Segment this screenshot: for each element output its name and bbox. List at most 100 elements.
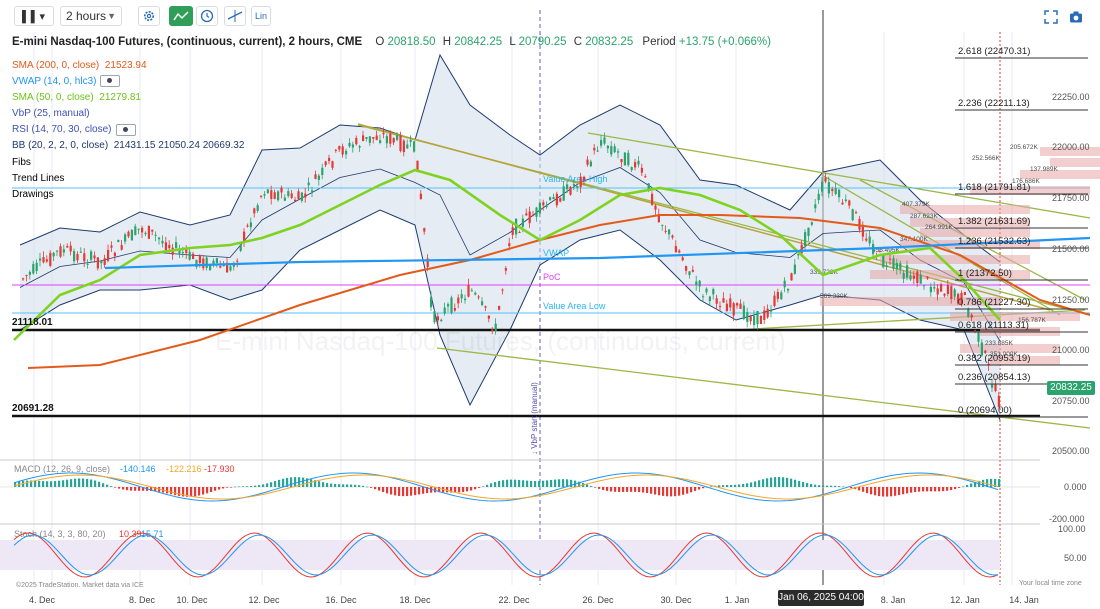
vbp-volume-label: 339.722K [810,269,838,276]
time-axis-label: 4. Dec [29,595,56,605]
fib-level-label: 2.618 (22470.31) [958,46,1030,57]
macd-histogram-bar [562,479,565,487]
candle-body [994,383,997,392]
vbp-bar [1040,147,1100,156]
eye-icon[interactable] [115,123,136,136]
candle-body [215,258,218,264]
price-axis-tick: 22250.00 [1052,92,1090,102]
legend-rsi[interactable]: RSI (14, 70, 30, close) [12,122,244,138]
fullscreen-icon[interactable] [1044,10,1058,24]
macd-histogram-bar [650,487,653,494]
macd-histogram-bar [126,487,129,491]
candle-body [477,296,480,298]
bb-upper [19,53,1001,263]
macd-histogram-bar [766,478,769,487]
chart-type-button[interactable]: ▌▌▾ [14,6,54,26]
macd-histogram-bar [874,487,877,496]
vbp-bar [910,218,1030,227]
candle-body [736,303,739,306]
macd-histogram-bar [322,482,325,487]
macd-histogram-bar [330,483,333,487]
macd-histogram-bar [938,487,941,492]
upper-level-label: 21118.01 [12,317,53,328]
candle-body [239,244,242,251]
legend-sma50[interactable]: SMA (50, 0, close) 21279.81 [12,92,141,104]
candle-body [362,135,365,142]
candle-body [940,284,943,292]
macd-histogram-bar [498,480,501,487]
macd-histogram-bar [538,480,541,487]
candle-body [236,260,239,262]
ohlc-low-label: L [509,36,516,48]
candle-body [569,186,572,195]
vbp-volume-label: 456.495K [872,247,900,254]
clock-button[interactable] [196,6,218,26]
camera-icon[interactable] [1069,10,1083,24]
candle-body [926,276,929,279]
interval-select[interactable]: 2 hours ▼ [60,6,122,26]
macd-histogram-bar [686,487,689,494]
macd-histogram-bar [918,487,921,492]
legend-trend-lines[interactable]: Trend Lines [12,172,65,184]
candle-body [521,218,524,227]
candle-body [579,176,582,188]
macd-histogram-bar [102,483,105,487]
candle-body [746,312,749,322]
macd-histogram-bar [462,487,465,493]
macd-histogram-bar [754,481,757,487]
legend-fibs[interactable]: Fibs [12,156,31,168]
candle-body [504,268,507,271]
legend-sma200[interactable]: SMA (200, 0, close) 21523.94 [12,60,147,71]
vbp-bar [950,312,1080,321]
candle-body [416,160,419,172]
eye-icon[interactable] [100,75,121,88]
candle-body [294,199,297,201]
line-tool-button[interactable] [169,6,193,26]
candle-body [287,191,290,197]
macd-histogram-bar [470,487,473,491]
local-time-note[interactable]: Your local time zone [1019,580,1082,587]
legend-vwap[interactable]: VWAP (14, 0, hlc3) [12,74,244,90]
macd-histogram-bar [78,478,81,487]
macd-histogram-bar [154,487,157,492]
macd-histogram-bar [546,480,549,487]
candle-body [430,296,433,308]
candle-body [627,152,630,166]
period-label: Period [642,36,676,48]
symbol-title: E-mini Nasdaq-100 Futures, (continuous, … [12,36,363,48]
candle-body [399,135,402,151]
candle-body [253,208,256,214]
candle-body [562,186,565,201]
candle-body [929,286,932,293]
candle-body [987,363,990,366]
candle-body [885,265,888,268]
candle-body [385,136,388,144]
candle-body [892,258,895,269]
candle-body [814,204,817,209]
settings-button[interactable] [138,6,160,26]
candle-body [328,157,331,162]
candle-body [164,242,167,251]
candle-body [593,147,596,151]
legend-vbp[interactable]: VbP (25, manual) [12,108,90,120]
macd-histogram-bar [894,487,897,496]
scale-button[interactable]: Lin [251,6,271,26]
legend-bb[interactable]: BB (20, 2, 2, 0, close) 21431.15 21050.2… [12,140,245,152]
macd-histogram-bar [866,487,869,494]
macd-histogram-bar [338,484,341,487]
macd-histogram-bar [934,487,937,492]
macd-histogram-bar [678,487,681,496]
macd-histogram-bar [218,487,221,490]
macd-histogram-bar [70,479,73,487]
candle-body [532,214,535,216]
crosshair-button[interactable] [224,6,246,26]
candle-body [28,271,31,275]
legend-drawings[interactable]: Drawings [12,188,54,200]
crosshair-icon [227,10,243,22]
candle-body [766,308,769,318]
macd-histogram-bar [870,487,873,495]
candle-body [447,304,450,307]
stoch-k-line [13,532,999,578]
fib-level-label: 0 (20694.00) [958,405,1012,416]
